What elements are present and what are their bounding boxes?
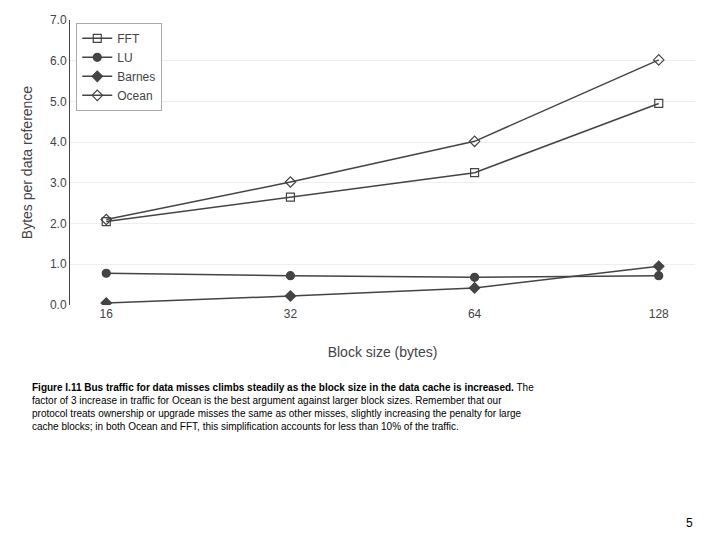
svg-text:16: 16	[100, 307, 114, 321]
svg-text:Figure I.11 Bus traffic for da: Figure I.11 Bus traffic for data misses …	[32, 382, 534, 432]
svg-text:64: 64	[468, 307, 482, 321]
svg-text:5: 5	[686, 516, 693, 530]
svg-text:128: 128	[649, 307, 669, 321]
svg-text:3.0: 3.0	[50, 176, 67, 190]
svg-text:32: 32	[284, 307, 298, 321]
svg-text:5.0: 5.0	[50, 95, 67, 109]
svg-text:Bytes per data reference: Bytes per data reference	[19, 86, 35, 240]
svg-text:1.0: 1.0	[50, 257, 67, 271]
svg-text:4.0: 4.0	[50, 135, 67, 149]
svg-text:7.0: 7.0	[50, 13, 67, 27]
svg-text:Block size (bytes): Block size (bytes)	[328, 344, 438, 360]
svg-text:Barnes: Barnes	[117, 70, 155, 84]
svg-text:0.0: 0.0	[50, 298, 67, 312]
svg-text:LU: LU	[117, 51, 132, 65]
svg-text:FFT: FFT	[117, 32, 140, 46]
svg-text:6.0: 6.0	[50, 54, 67, 68]
svg-text:2.0: 2.0	[50, 217, 67, 231]
svg-text:Ocean: Ocean	[117, 89, 152, 103]
